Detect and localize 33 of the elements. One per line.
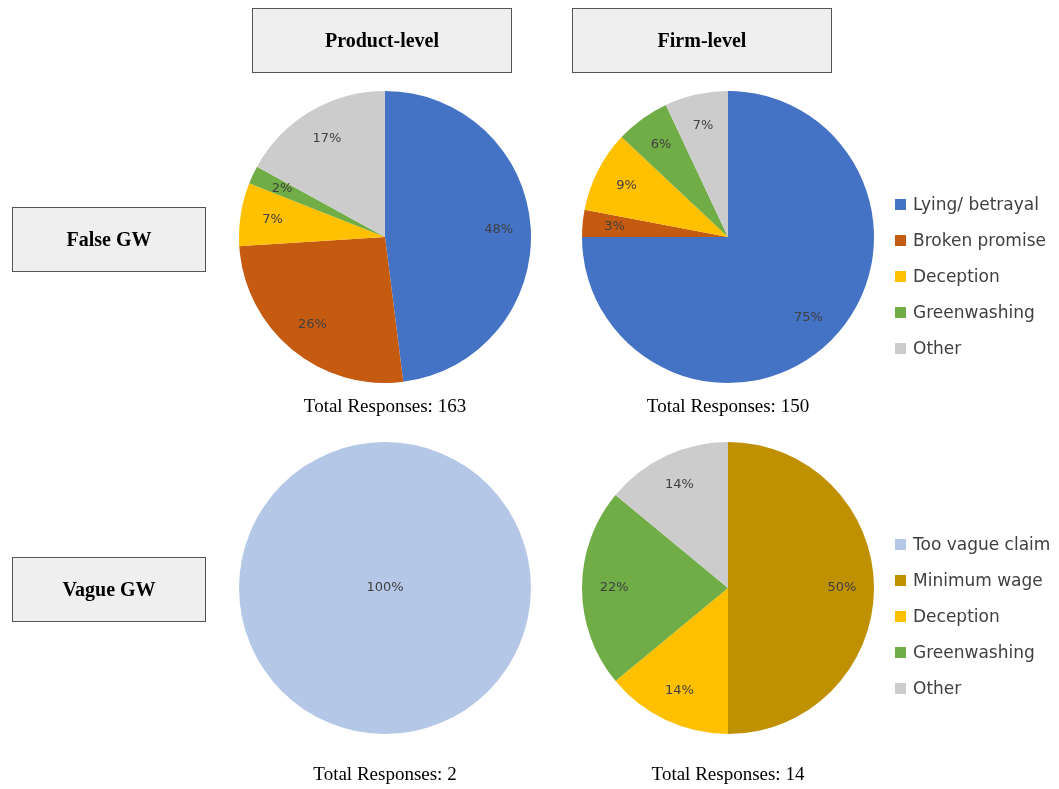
text: Total Responses: 14: [651, 763, 805, 785]
text: Total Responses: 2: [313, 763, 457, 785]
legend-label: Minimum wage: [912, 569, 1044, 592]
data-label: 26%: [297, 316, 327, 332]
legend-label: Other: [912, 337, 963, 360]
data-label: 100%: [366, 579, 404, 595]
legend-label: Too vague claim: [912, 533, 1051, 556]
legend-label: Deception: [912, 605, 1001, 628]
data-label: 9%: [616, 176, 637, 192]
legend-label: Lying/ betrayal: [912, 193, 1040, 216]
text: False GW: [12, 207, 206, 272]
data-label: 7%: [262, 210, 283, 226]
data-label: 14%: [665, 682, 694, 698]
text: Total Responses: 150: [646, 395, 810, 417]
chart-title: Product-level: [252, 8, 512, 73]
data-label: 48%: [484, 221, 514, 237]
text: Total Responses: 163: [303, 395, 467, 417]
data-label: 6%: [650, 136, 672, 152]
legend-label: Deception: [912, 265, 1001, 288]
data-label: 14%: [665, 476, 694, 492]
data-label: 75%: [794, 308, 823, 324]
text: Vague GW: [12, 557, 206, 622]
chart-title: Firm-level: [572, 8, 832, 73]
data-label: 7%: [692, 117, 714, 133]
legend-label: Greenwashing: [912, 641, 1036, 664]
legend-label: Broken promise: [912, 229, 1046, 252]
data-label: 3%: [604, 217, 625, 233]
data-label: 17%: [312, 130, 342, 146]
data-label: 50%: [827, 579, 857, 595]
data-label: 2%: [271, 179, 293, 195]
data-label: 22%: [599, 579, 629, 595]
legend-label: Other: [912, 677, 963, 700]
legend-label: Greenwashing: [912, 301, 1036, 324]
